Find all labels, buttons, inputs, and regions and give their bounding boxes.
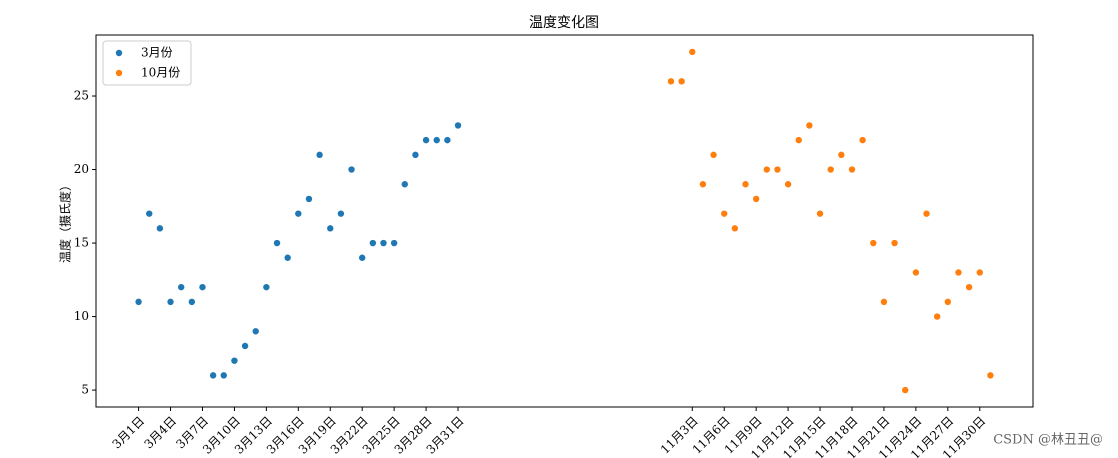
scatter-point [220,372,227,379]
scatter-point [167,298,174,306]
scatter-point [987,372,994,379]
scatter-point [433,136,440,144]
y-tick-label: 20 [74,162,89,176]
scatter-point [976,269,983,276]
scatter-point [231,357,238,364]
legend-label: 10月份 [141,66,180,80]
scatter-point [838,151,845,159]
scatter-point [965,283,973,291]
scatter-point [678,78,685,85]
scatter-point [369,239,377,247]
scatter-point [305,195,313,203]
scatter-point [806,122,813,129]
scatter-point [742,181,749,188]
scatter-point [870,239,877,247]
scatter-point [699,181,707,188]
scatter-point [390,239,398,247]
y-tick-label: 10 [74,309,89,323]
scatter-point [454,122,462,129]
scatter-point [667,78,675,85]
legend: 3月份 10月份 [102,40,192,86]
scatter-point [721,210,728,217]
scatter-point [358,254,366,261]
scatter-point [859,136,866,144]
scatter-point [135,298,142,306]
scatter-point [156,225,164,232]
scatter-point [902,386,909,394]
scatter-point [146,210,153,217]
scatter-point [848,166,856,173]
scatter-point [412,151,419,159]
watermark: CSDN @林丑丑@ [993,433,1103,448]
scatter-point [199,283,206,291]
scatter-point [923,210,930,217]
legend-marker [115,49,123,57]
scatter-point [912,269,920,276]
scatter-point [422,136,430,144]
scatter-point [380,239,387,247]
scatter-point [731,225,739,232]
scatter-point [209,372,217,379]
scatter-point [444,136,451,144]
scatter-point [816,210,824,217]
scatter-point [827,166,834,173]
scatter-point [784,181,792,188]
scatter-point [795,136,802,144]
scatter-point [316,151,323,159]
scatter-point [752,195,760,203]
scatter-point [955,269,962,276]
scatter-point [689,48,696,56]
scatter-point [774,166,781,173]
scatter-point [188,298,196,306]
scatter-point [295,210,302,217]
plot-frame [95,34,1034,408]
scatter-point [252,328,259,335]
scatter-point [177,283,185,291]
legend-label: 3月份 [141,46,173,60]
y-tick-label: 25 [74,89,89,103]
y-axis-label: 温度（摄氏度） [58,179,73,263]
scatter-point [327,225,334,232]
scatter-point [933,313,941,320]
y-tick-label: 15 [74,236,89,250]
scatter-point [710,151,717,159]
scatter-point [944,298,952,306]
chart-title: 温度变化图 [529,15,599,31]
legend-box [102,40,192,86]
scatter-point [263,283,270,291]
scatter-point [284,254,291,261]
scatter-point [880,298,888,306]
scatter-point [348,166,355,173]
scatter-point [273,239,281,247]
scatter-point [241,342,249,350]
legend-marker [115,69,123,77]
scatter-point [891,239,898,247]
scatter-point [401,181,408,188]
scatter-point [763,166,771,173]
scatter-point [337,210,345,217]
y-tick-label: 5 [81,383,89,397]
